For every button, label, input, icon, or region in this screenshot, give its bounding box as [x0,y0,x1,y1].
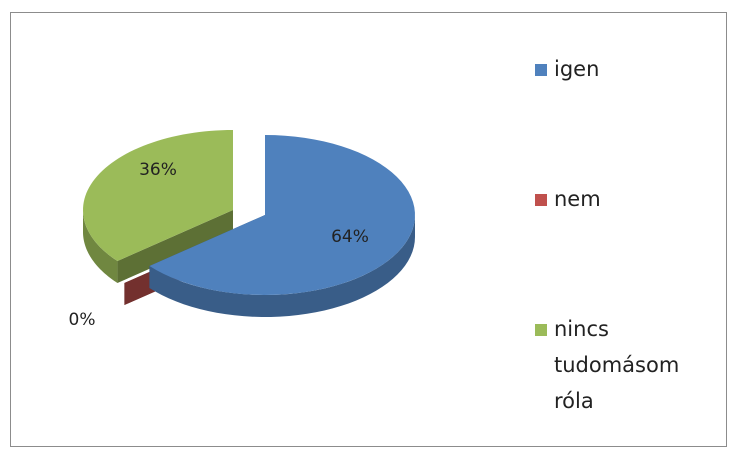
legend: igen nem nincs tudomásom róla [535,57,679,413]
slice [83,130,233,261]
slice-side [149,215,415,317]
pie: 64% 0% 36% [69,130,415,330]
legend-label: nem [554,187,601,211]
data-label: 36% [139,160,177,180]
legend-swatch [535,64,547,76]
slice-side [83,210,118,283]
legend-swatch [535,324,547,336]
slice-wall [117,210,233,283]
legend-label: nincs tudomásom róla [554,317,679,413]
data-label: 64% [331,227,369,247]
data-label: 0% [69,310,96,330]
legend-label: igen [554,57,599,81]
slice [149,135,415,295]
legend-swatch [535,194,547,206]
